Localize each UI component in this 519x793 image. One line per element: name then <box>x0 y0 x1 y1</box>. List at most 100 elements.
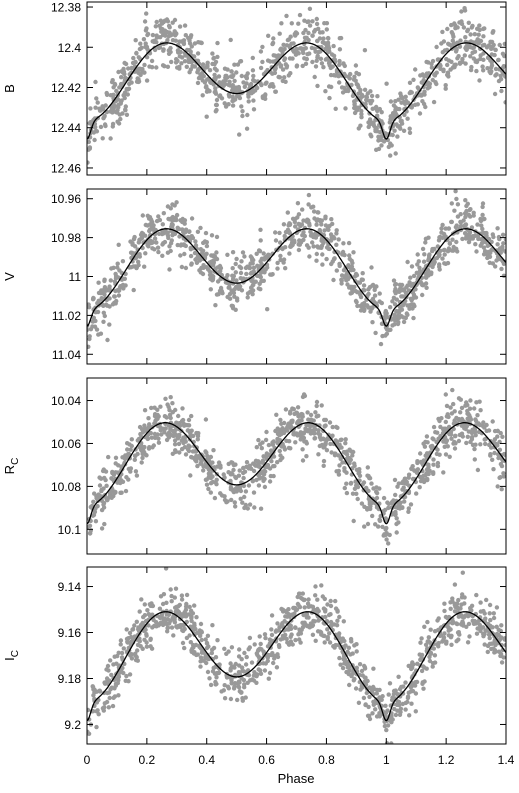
data-point <box>205 633 211 638</box>
data-point <box>258 227 263 232</box>
x-tick-label: 1.2 <box>438 753 455 767</box>
data-point <box>178 622 183 628</box>
data-point <box>468 32 473 37</box>
data-point <box>319 442 325 448</box>
data-point <box>122 91 127 97</box>
data-point <box>353 686 359 691</box>
observations-1 <box>87 6 506 165</box>
data-point <box>216 460 222 465</box>
data-point <box>182 59 188 64</box>
data-point <box>376 524 381 529</box>
data-point <box>128 466 134 471</box>
data-point <box>405 259 410 265</box>
data-point <box>379 143 384 148</box>
data-point <box>233 261 238 267</box>
data-point <box>362 663 367 669</box>
data-point <box>278 257 283 263</box>
data-point <box>101 502 106 507</box>
data-point <box>419 652 425 658</box>
data-point <box>380 524 385 530</box>
data-point <box>462 8 468 13</box>
data-point <box>198 655 204 660</box>
data-point <box>193 626 198 632</box>
data-point <box>374 691 379 696</box>
data-point <box>236 670 242 675</box>
data-point <box>475 467 481 473</box>
data-point <box>290 48 296 53</box>
data-point <box>354 273 360 278</box>
data-point <box>376 138 381 143</box>
data-point <box>335 609 340 614</box>
data-point <box>426 639 431 644</box>
data-point <box>304 612 310 617</box>
data-point <box>152 623 157 629</box>
data-point <box>222 81 228 87</box>
data-point <box>346 240 352 246</box>
data-point <box>234 278 239 283</box>
data-point <box>263 437 269 443</box>
data-point <box>229 681 234 686</box>
data-point <box>157 606 163 611</box>
data-point <box>304 454 309 459</box>
data-point <box>392 477 398 483</box>
data-point <box>430 58 436 64</box>
data-point <box>370 305 375 310</box>
data-point <box>91 319 96 324</box>
data-point <box>115 107 120 113</box>
data-point <box>285 640 290 645</box>
data-point <box>294 31 300 36</box>
data-point <box>441 231 447 237</box>
data-point <box>294 410 299 415</box>
data-point <box>136 436 142 442</box>
data-point <box>251 107 257 112</box>
data-point <box>145 608 150 613</box>
data-point <box>251 490 257 495</box>
data-point <box>225 252 230 257</box>
data-point <box>368 101 373 106</box>
data-point <box>154 218 160 224</box>
data-point <box>87 729 90 734</box>
y-tick-label: 12.44 <box>51 121 81 135</box>
data-point <box>290 642 295 647</box>
data-point <box>278 253 283 259</box>
data-point <box>192 64 198 69</box>
data-point <box>150 32 156 38</box>
data-point <box>394 521 399 527</box>
data-point <box>187 429 192 434</box>
data-point <box>195 432 200 438</box>
data-point <box>311 244 316 249</box>
data-point <box>172 442 178 447</box>
data-point <box>167 621 172 626</box>
data-point <box>310 240 315 245</box>
data-point <box>332 236 337 241</box>
data-point <box>302 439 307 444</box>
data-point <box>256 667 261 672</box>
data-point <box>323 214 328 219</box>
data-point <box>129 65 134 71</box>
data-point <box>165 250 171 255</box>
data-point <box>394 289 400 294</box>
data-point <box>360 673 365 678</box>
data-point <box>397 501 402 506</box>
data-point <box>493 649 498 655</box>
data-point <box>333 106 338 112</box>
data-point <box>473 418 479 424</box>
data-point <box>143 627 148 632</box>
data-point <box>315 597 320 602</box>
data-point <box>388 99 394 104</box>
data-point <box>258 238 263 243</box>
data-point <box>141 37 147 42</box>
data-point <box>250 478 256 483</box>
data-point <box>359 668 365 674</box>
data-point <box>418 459 424 465</box>
data-point <box>331 644 336 649</box>
data-point <box>342 468 347 473</box>
data-point <box>496 455 501 461</box>
data-point <box>151 443 156 448</box>
data-point <box>235 697 240 703</box>
data-point <box>368 309 373 314</box>
data-point <box>465 640 471 645</box>
data-point <box>238 265 244 271</box>
data-point <box>271 36 276 41</box>
data-point <box>182 251 187 257</box>
